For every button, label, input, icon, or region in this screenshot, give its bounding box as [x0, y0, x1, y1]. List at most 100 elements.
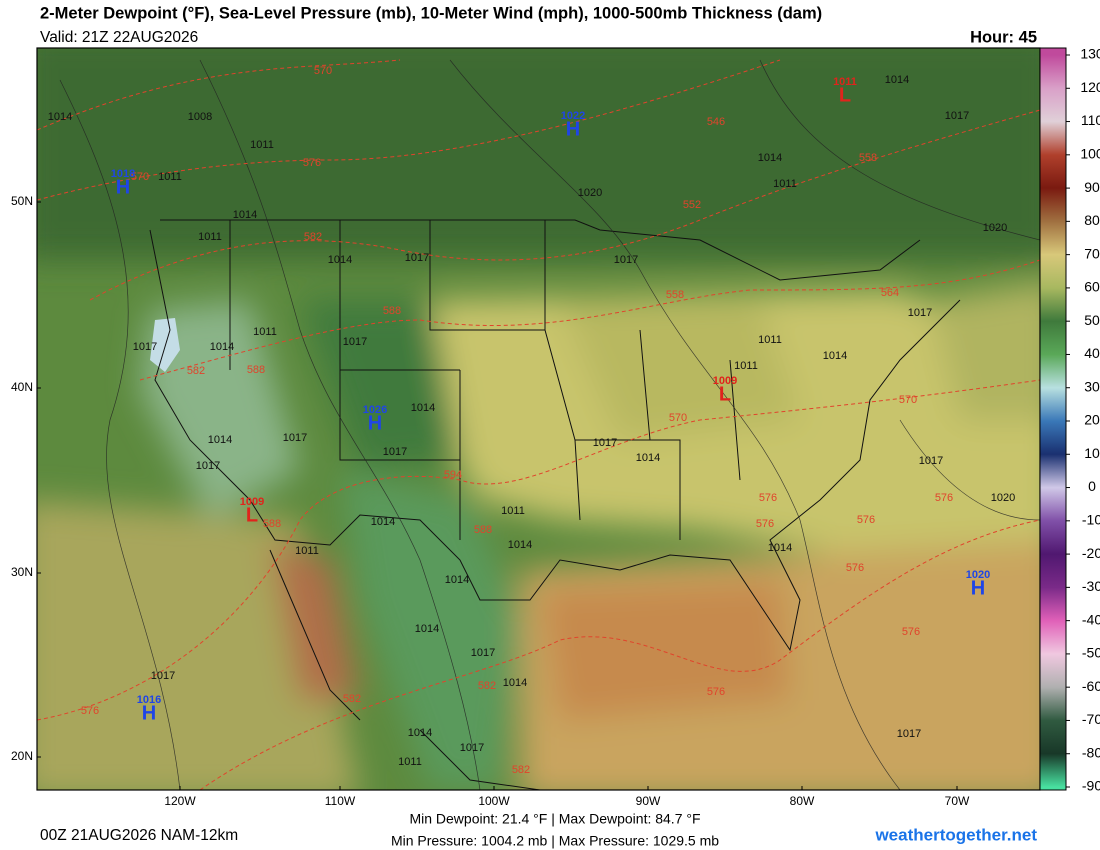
thickness-label: 576	[846, 562, 864, 574]
isobar-label: 1017	[945, 110, 969, 122]
thickness-label: 558	[666, 289, 684, 301]
isobar-label: 1014	[208, 434, 232, 446]
thickness-label: 576	[707, 686, 725, 698]
thickness-label: 570	[131, 171, 149, 183]
lat-label: 40N	[11, 380, 33, 394]
lon-label: 80W	[790, 794, 815, 808]
lat-label: 20N	[11, 749, 33, 763]
isobar-label: 1014	[758, 152, 782, 164]
center-letter: L	[839, 84, 851, 106]
thickness-label: 576	[902, 626, 920, 638]
colorbar-label: -40	[1082, 611, 1100, 627]
center-letter: L	[246, 504, 258, 526]
isobar-label: 1020	[991, 492, 1015, 504]
isobar-label: 1011	[295, 545, 319, 557]
center-letter: H	[142, 702, 156, 724]
thickness-label: 576	[759, 492, 777, 504]
colorbar	[1039, 47, 1067, 791]
thickness-label: 594	[444, 469, 462, 481]
isobar-label: 1011	[158, 171, 182, 183]
center-letter: H	[368, 412, 382, 434]
thickness-label: 576	[756, 518, 774, 530]
isobar-label: 1017	[405, 252, 429, 264]
isobar-label: 1017	[283, 432, 307, 444]
thickness-label: 588	[247, 364, 265, 376]
colorbar-label: -90	[1082, 778, 1100, 794]
model-run: 00Z 21AUG2026 NAM-12km	[40, 827, 238, 844]
borders	[149, 219, 961, 790]
lon-label: 120W	[164, 794, 196, 808]
isobar-label: 1017	[343, 336, 367, 348]
colorbar-label: -20	[1082, 545, 1100, 561]
isobar-label: 1017	[908, 307, 932, 319]
isobar-label: 1014	[885, 74, 909, 86]
center-letter: H	[971, 577, 985, 599]
map-field: 1014 1008 1011 1011 1014 1011 1014 1017 1011 1014…	[37, 48, 1040, 790]
center-letter: H	[116, 176, 130, 198]
forecast-hour: Hour: 45	[970, 28, 1037, 46]
center-value: 1009	[240, 496, 264, 508]
isobar-label: 1011	[398, 756, 422, 768]
thickness-label: 552	[683, 199, 701, 211]
lon-label: 110W	[325, 794, 356, 808]
thickness-label: 582	[187, 365, 205, 377]
isobar-label: 1011	[734, 360, 758, 372]
lat-label: 50N	[11, 194, 33, 208]
dewpoint-range: Min Dewpoint: 21.4 °F | Max Dewpoint: 84…	[409, 811, 700, 827]
valid-time: Valid: 21Z 22AUG2026	[40, 29, 198, 46]
center-value: 1009	[713, 375, 737, 387]
thickness-label: 588	[383, 305, 401, 317]
isobar-label: 1020	[578, 187, 602, 199]
isobar-label: 1014	[408, 727, 432, 739]
isobar-label: 1017	[919, 455, 943, 467]
isobar-label: 1014	[371, 516, 395, 528]
thickness-labels: 570 576 582 546 552 558 558 564 588 582 588 594 588 5…	[81, 65, 953, 776]
center-letter: L	[719, 383, 731, 405]
map-axes: 50N 40N 30N 20N 120W 110W 100W 90W 80W 70W	[11, 194, 970, 808]
thickness-label: 570	[314, 65, 332, 77]
colorbar-label: 60	[1084, 279, 1100, 295]
colorbar-label: 20	[1084, 412, 1100, 428]
thickness-label: 570	[669, 412, 687, 424]
isobar-label: 1011	[758, 334, 782, 346]
colorbar-label: -70	[1082, 711, 1100, 727]
isobar-label: 1017	[897, 728, 921, 740]
colorbar-label: 130	[1080, 46, 1100, 62]
thickness-label: 588	[263, 518, 281, 530]
colorbar-label: 100	[1080, 146, 1100, 162]
lon-label: 90W	[636, 794, 661, 808]
isobar-label: 1014	[768, 542, 792, 554]
thickness-label: 546	[707, 116, 725, 128]
colorbar-label: 40	[1084, 345, 1100, 361]
isobar-label: 1014	[823, 350, 847, 362]
center-value: 1026	[363, 404, 387, 416]
colorbar-label: 120	[1080, 79, 1100, 95]
center-value: 1018	[111, 168, 135, 180]
title: 2-Meter Dewpoint (°F), Sea-Level Pressur…	[40, 4, 822, 22]
thickness-label: 570	[899, 394, 917, 406]
isobar-label: 1017	[614, 254, 638, 266]
center-value: 1011	[833, 76, 857, 88]
pressure-range: Min Pressure: 1004.2 mb | Max Pressure: …	[391, 833, 719, 849]
site-link[interactable]: weathertogether.net	[874, 825, 1037, 844]
colorbar-label: -60	[1082, 678, 1100, 694]
colorbar-label: 50	[1084, 312, 1100, 328]
colorbar-label: -50	[1082, 645, 1100, 661]
center-value: 1020	[966, 569, 990, 581]
thickness-label: 582	[512, 764, 530, 776]
thickness-label: 582	[304, 231, 322, 243]
isobar-label: 1014	[210, 341, 234, 353]
isobar-label: 1017	[460, 742, 484, 754]
isobar-label: 1017	[151, 670, 175, 682]
colorbar-label: 110	[1081, 112, 1100, 128]
isobar-label: 1014	[233, 209, 257, 221]
isobar-label: 1011	[198, 231, 222, 243]
isobar-label: 1014	[508, 539, 532, 551]
colorbar-label: 0	[1088, 478, 1096, 494]
thickness-label: 564	[881, 287, 899, 299]
thickness-label: 576	[303, 157, 321, 169]
isobar-labels: 1014 1008 1011 1011 1014 1011 1014 1017 1011 1014…	[48, 74, 1015, 768]
